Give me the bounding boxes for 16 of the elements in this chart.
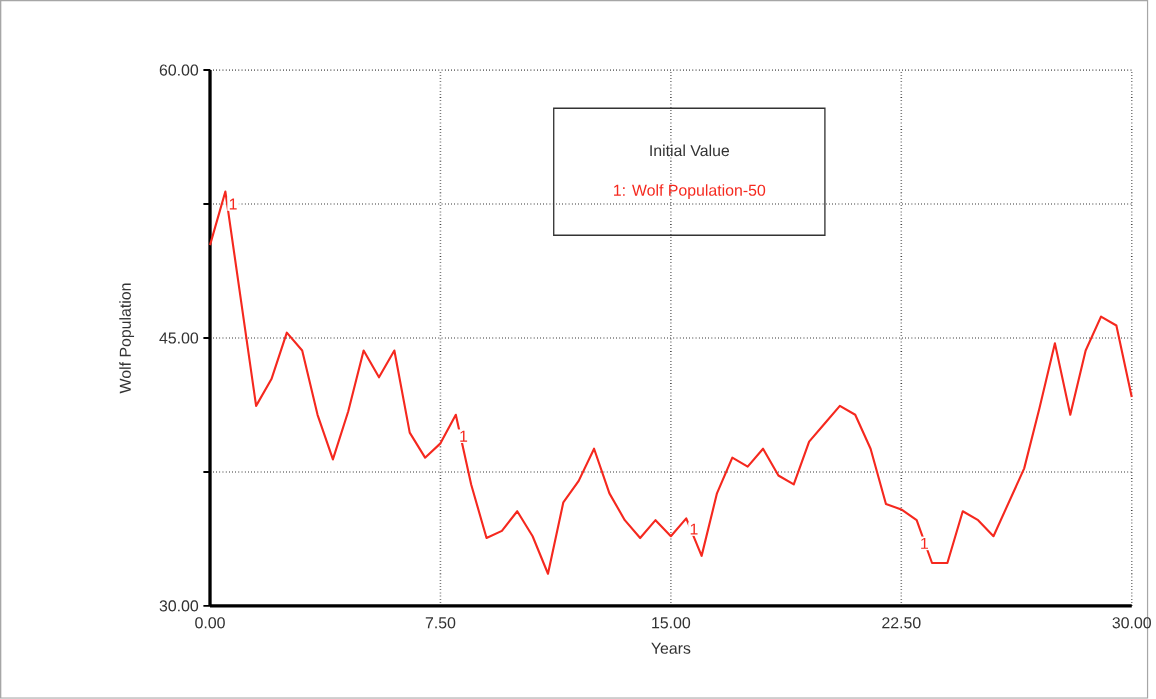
x-tick-label: 15.00 [652,617,691,629]
y-tick-label: 45.00 [159,332,199,344]
legend-title: Initial Value [650,144,730,157]
x-tick-label: 22.50 [882,617,921,629]
x-tick-label: 7.50 [425,617,456,629]
x-tick-label: 30.00 [1112,617,1151,629]
y-axis-title: Wolf Population [119,283,135,394]
annotation: 1 [229,198,237,210]
annotation: 1 [921,538,928,549]
x-tick-label: 0.00 [195,617,225,629]
x-axis-title: Years [651,642,691,654]
text: 1: Wolf Population-50 [614,184,766,200]
annotation: 1 [690,523,698,535]
y-tick-label: 30.00 [159,600,199,612]
y-tick-label: 60.00 [159,64,199,76]
annotation: 1 [460,430,468,442]
